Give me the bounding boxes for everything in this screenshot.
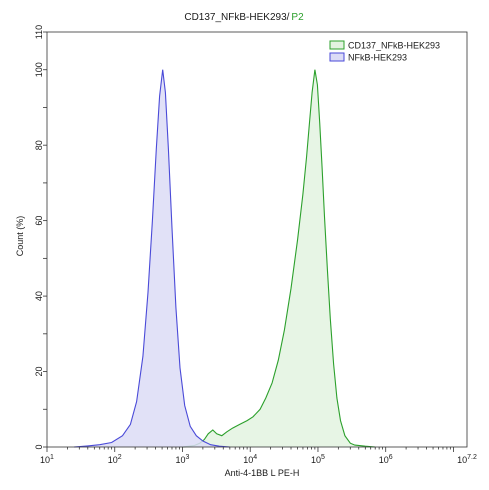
chart-title: CD137_NFkB-HEK293/P2 (184, 12, 304, 23)
legend-swatch (329, 52, 345, 62)
y-tick-label: 80 (34, 140, 44, 150)
y-tick-label: 110 (34, 25, 44, 39)
series-layer (73, 69, 376, 448)
y-tick-label: 40 (34, 291, 44, 301)
x-tick-label: 103 (176, 454, 190, 465)
y-tick-label: 0 (34, 444, 44, 449)
x-tick-label-exponent: 4 (253, 454, 257, 461)
x-tick-label-exponent: 3 (186, 454, 190, 461)
x-tick-label-base: 10 (40, 455, 50, 465)
x-tick-label-base: 10 (176, 455, 186, 465)
x-tick-label-base: 10 (311, 455, 321, 465)
x-tick-label: 102 (108, 454, 122, 465)
x-axis: 101 102 103 104 105 106 107.2 (40, 447, 477, 465)
x-tick-label: 107.2 (457, 454, 477, 465)
x-tick-label: 101 (40, 454, 54, 465)
y-tick-label: 20 (34, 367, 44, 377)
x-tick-label-exponent: 6 (389, 454, 393, 461)
x-tick-label: 106 (379, 454, 393, 465)
series-line-0 (182, 69, 376, 448)
y-tick-label: 100 (34, 62, 44, 77)
legend-swatch (329, 40, 345, 50)
x-tick-label-base: 10 (457, 455, 467, 465)
legend-label: NFkB-HEK293 (348, 53, 407, 63)
x-tick-label-base: 10 (243, 455, 253, 465)
x-tick-label-exponent: 5 (321, 454, 325, 461)
chart-title-separator: / (287, 12, 290, 23)
x-tick-label-exponent: 2 (118, 454, 122, 461)
chart-title-main: CD137_NFkB-HEK293 (184, 12, 287, 23)
y-axis: 0 20 40 60 80 100 110 (34, 25, 47, 450)
series-area-1 (74, 69, 230, 447)
x-tick-label-base: 10 (108, 455, 118, 465)
x-tick-label-base: 10 (379, 455, 389, 465)
series-area-0 (182, 69, 376, 447)
legend: CD137_NFkB-HEK293 NFkB-HEK293 (329, 40, 440, 63)
x-tick-label-exponent: 7.2 (467, 454, 477, 461)
x-axis-label: Anti-4-1BB L PE-H (225, 468, 300, 478)
y-tick-label: 60 (34, 216, 44, 226)
x-tick-label: 105 (311, 454, 325, 465)
legend-label: CD137_NFkB-HEK293 (348, 41, 440, 51)
x-tick-label: 104 (243, 454, 257, 465)
y-axis-label: Count (%) (15, 216, 25, 257)
x-tick-label-exponent: 1 (50, 454, 54, 461)
plot-frame (46, 31, 468, 448)
chart-title-gate: P2 (291, 12, 304, 23)
series-line-1 (73, 69, 230, 448)
